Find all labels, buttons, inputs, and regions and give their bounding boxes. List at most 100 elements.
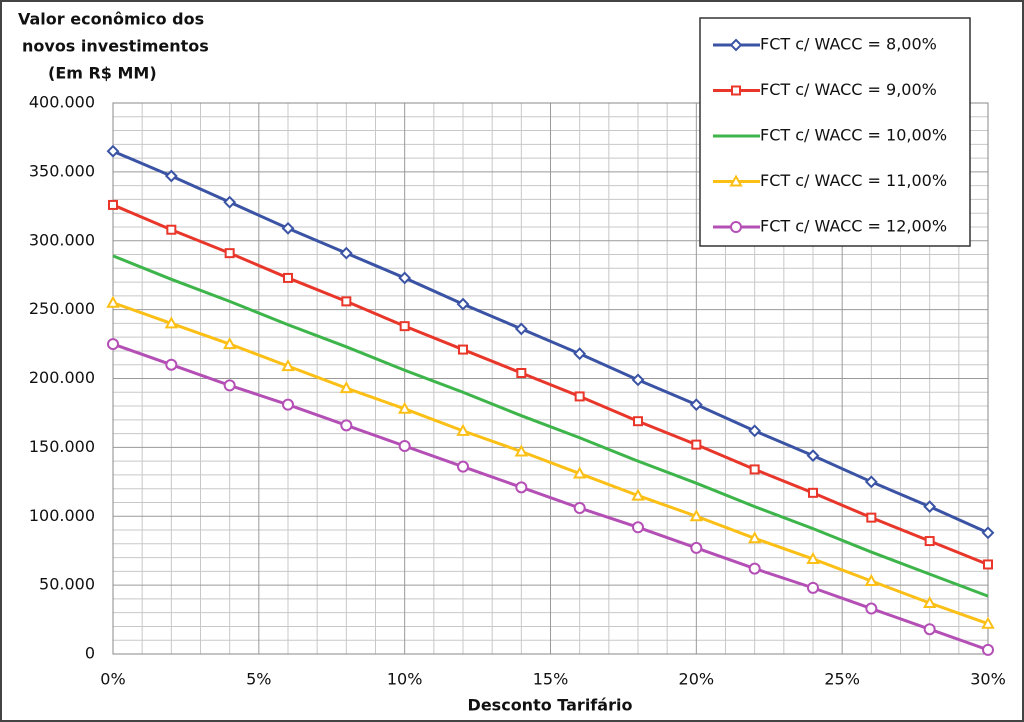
data-point [865,602,878,615]
y-tick-label: 250.000 [29,299,95,318]
data-point [515,481,528,494]
data-point [689,509,704,522]
data-point [339,246,353,260]
x-tick-label: 5% [246,670,271,689]
data-point [923,623,936,636]
data-point [573,501,586,514]
data-point [632,521,644,534]
data-point [456,423,470,436]
data-point [633,416,643,427]
legend-label: FCT c/ WACC = 11,00% [760,171,947,190]
legend-label: FCT c/ WACC = 9,00% [760,80,937,99]
y-tick-label: 100.000 [29,506,95,525]
x-tick-label: 10% [387,670,423,689]
data-point [398,439,411,452]
data-point [222,337,237,350]
data-point [516,367,527,378]
data-point [689,398,703,412]
data-point [807,581,819,594]
data-point [339,381,354,394]
series-line [112,301,989,626]
y-tick-label: 350.000 [29,161,95,180]
legend: FCT c/ WACC = 8,00% FCT c/ WACC = 9,00% FC… [699,17,971,247]
y-axis-label: (Em R$ MM) [48,64,157,83]
data-point [456,297,470,311]
data-point [690,541,703,554]
data-point [864,573,879,586]
y-tick-label: 400.000 [29,93,95,112]
y-tick-label: 150.000 [29,437,95,456]
data-point [108,199,118,210]
data-point [514,322,528,336]
data-point [983,559,993,570]
data-point [806,551,820,564]
series-line [112,254,989,598]
data-point [574,391,585,402]
data-point [106,295,120,308]
data-point [631,488,645,501]
data-point [165,358,178,371]
data-point [282,398,294,411]
data-point [164,316,179,329]
data-point [164,169,178,183]
x-tick-label: 30% [970,670,1006,689]
x-axis-label: Desconto Tarifário [468,696,633,715]
data-point [106,144,120,158]
data-point [922,595,937,609]
data-point [924,536,935,547]
data-point [981,526,995,540]
data-point [514,444,529,457]
data-point [223,379,236,392]
data-point [864,475,878,489]
data-point [283,272,293,283]
y-axis-label: novos investimentos [22,37,209,56]
data-point [982,643,994,656]
legend-marker [731,85,741,96]
data-point [457,460,469,473]
legend-marker [730,221,742,233]
x-tick-label: 25% [824,670,860,689]
data-point [747,531,762,544]
data-point [166,224,177,235]
series-line [112,342,989,652]
data-point [923,500,937,514]
legend-label: FCT c/ WACC = 12,00% [760,217,947,236]
x-tick-label: 20% [679,670,715,689]
data-point [866,512,877,523]
y-tick-label: 0 [85,644,95,663]
data-point [399,321,410,332]
data-point [981,616,995,629]
x-tick-label: 0% [100,670,125,689]
data-point [806,449,820,463]
data-point [748,562,761,575]
y-tick-label: 300.000 [29,230,95,249]
series-line [112,203,989,566]
data-point [340,419,353,432]
data-point [748,424,762,438]
legend-label: FCT c/ WACC = 10,00% [760,126,947,145]
legend-marker [729,174,743,187]
data-point [281,221,295,235]
x-tick-label: 15% [533,670,569,689]
legend-marker [729,38,743,52]
plot-border [112,102,989,655]
data-point [691,439,702,450]
data-point [573,347,587,361]
y-tick-label: 50.000 [39,575,95,594]
data-point [397,401,412,414]
data-point [223,195,237,209]
data-point [398,271,412,285]
data-point [458,344,468,355]
series-line [112,149,989,535]
data-point [107,338,119,351]
legend-label: FCT c/ WACC = 8,00% [760,35,937,54]
y-axis-label: Valor econômico dos [18,10,204,29]
data-point [631,373,645,387]
data-point [281,359,295,372]
data-point [341,296,352,307]
legend-box [699,17,971,247]
data-point [808,487,818,498]
data-point [749,464,760,475]
data-point [572,466,587,479]
